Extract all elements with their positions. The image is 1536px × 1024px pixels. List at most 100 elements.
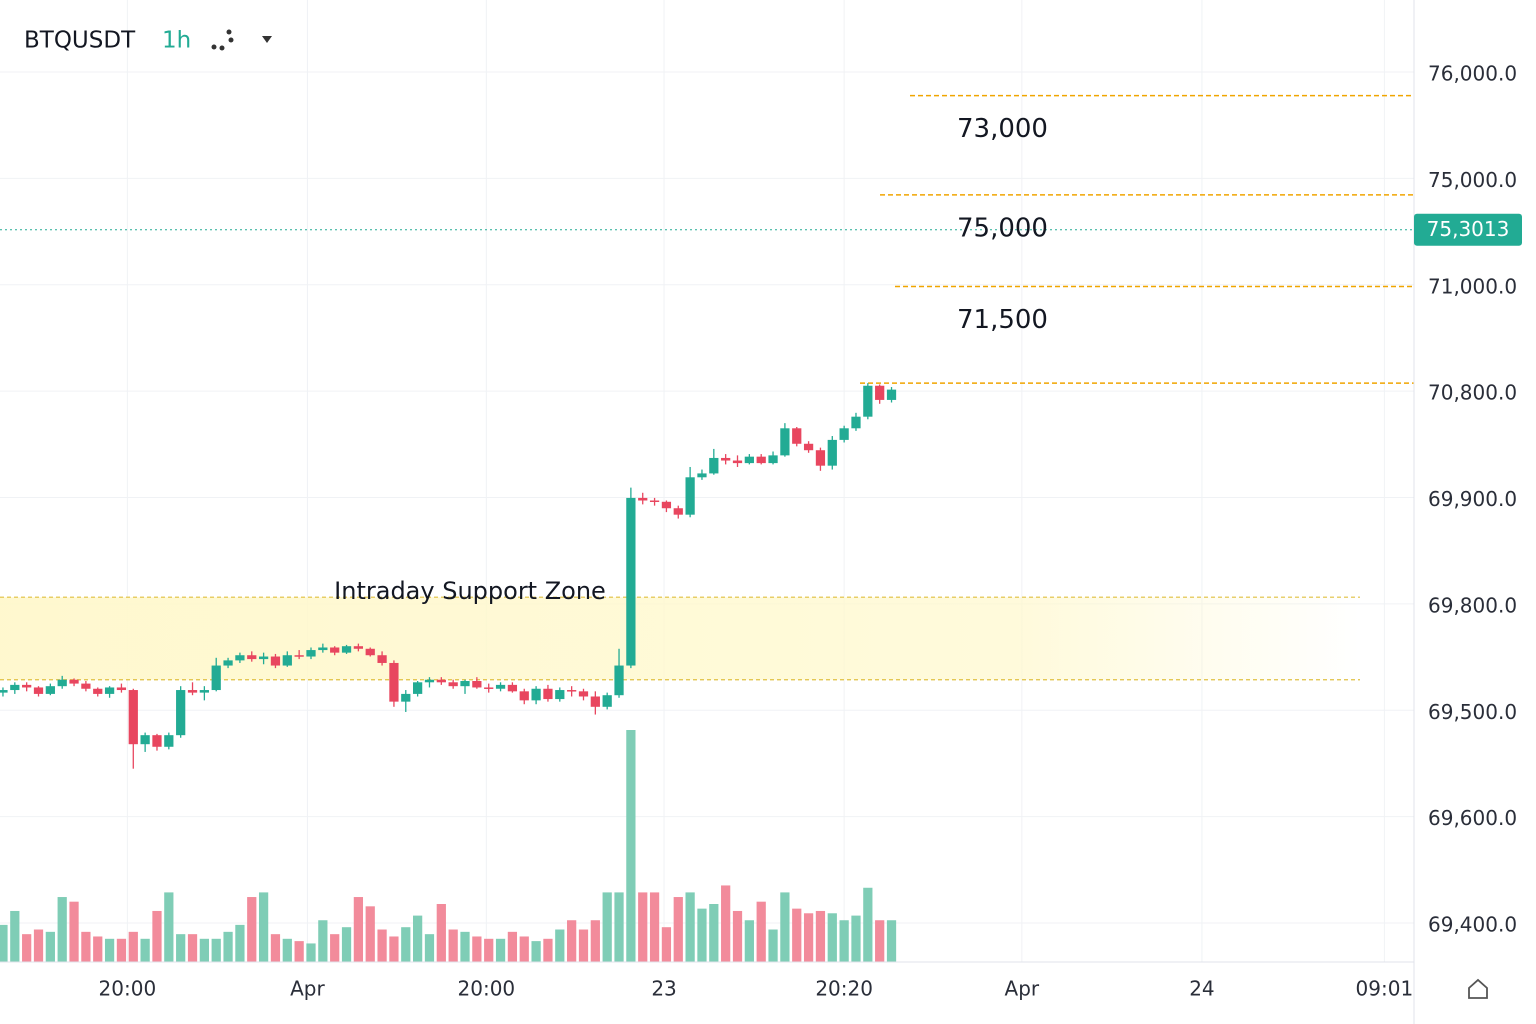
y-tick-label: 75,000.0 — [1428, 168, 1517, 192]
x-tick-label: Apr — [290, 977, 325, 1001]
volume-bar — [377, 929, 387, 962]
candle-body — [567, 690, 577, 692]
volume-bar — [104, 938, 115, 962]
volume-bar — [306, 943, 316, 962]
volume-bar — [436, 904, 446, 962]
home-button[interactable] — [1468, 978, 1488, 999]
candle-body — [732, 460, 743, 464]
volume-bar — [827, 913, 837, 962]
volume-bar — [519, 936, 529, 962]
candle-body — [247, 655, 257, 660]
candle-body — [507, 684, 518, 692]
volume-bar — [792, 908, 802, 962]
candle-body — [199, 690, 209, 693]
support-zone — [0, 597, 1360, 680]
volume-bar — [22, 934, 32, 962]
volume-bar — [424, 934, 435, 962]
y-tick-label: 69,900.0 — [1428, 487, 1517, 511]
volume-bar — [211, 938, 221, 962]
volume-bar — [661, 927, 672, 962]
candle-body — [863, 385, 873, 417]
volume-bar — [673, 897, 683, 962]
current-price-badge — [1414, 213, 1522, 246]
volume-bar — [187, 934, 198, 962]
candle-body — [116, 687, 127, 691]
candle-body — [424, 679, 435, 683]
y-tick-label: 69,500.0 — [1428, 700, 1517, 724]
loading-icon — [211, 29, 234, 51]
candle-body — [815, 450, 826, 466]
volume-bar — [815, 910, 826, 962]
volume-bar — [0, 924, 8, 962]
candle-body — [93, 688, 103, 694]
candle-body — [543, 688, 553, 700]
volume-bar — [164, 892, 174, 962]
candle-body — [353, 646, 364, 649]
volume-bar — [555, 929, 565, 962]
x-tick-label: 20:20 — [815, 977, 873, 1001]
candle-body — [152, 735, 162, 747]
candle-body — [780, 428, 790, 456]
y-tick-label: 69,800.0 — [1428, 593, 1517, 617]
volume-bar — [886, 920, 897, 962]
x-tick-label: 24 — [1189, 977, 1214, 1001]
volume-bar — [413, 915, 423, 962]
volume-bar — [330, 934, 340, 962]
volume-bar — [685, 892, 695, 962]
volume-bar — [460, 931, 470, 962]
dropdown-arrow[interactable] — [262, 36, 272, 43]
volume-bar — [614, 892, 624, 962]
candle-body — [578, 691, 589, 697]
candle-body — [187, 690, 198, 693]
candle-body — [555, 690, 565, 700]
candle-body — [22, 684, 32, 688]
volume-bar — [649, 892, 660, 962]
candle-body — [673, 508, 683, 515]
volume-bar — [851, 915, 861, 962]
volume-bar — [602, 892, 612, 962]
candle-body — [590, 696, 600, 707]
volume-bar — [389, 936, 399, 962]
candle-body — [495, 684, 506, 689]
volume-bar — [780, 892, 790, 962]
candle-body — [851, 416, 861, 429]
candle-body — [401, 693, 411, 702]
volume-bar — [235, 924, 245, 962]
volume-bar — [543, 938, 553, 962]
candle-body — [294, 655, 304, 657]
volume-bar — [282, 938, 292, 962]
volume-bar — [507, 931, 518, 962]
volume-bar — [365, 906, 375, 962]
candle-body — [140, 735, 150, 745]
volume-bar — [756, 901, 766, 962]
volume-bar — [270, 934, 281, 962]
volume-bar — [318, 920, 328, 962]
x-tick-label: 09:01 — [1356, 977, 1414, 1001]
volume-bar — [744, 920, 754, 962]
candle-body — [460, 681, 470, 687]
volume-bar — [863, 887, 873, 962]
x-tick-label: 20:00 — [458, 977, 516, 1001]
volume-bar — [45, 931, 55, 962]
candle-body — [365, 648, 375, 656]
volume-bar — [875, 920, 885, 962]
candle-body — [721, 457, 731, 461]
candle-body — [223, 660, 233, 666]
volume-bar — [199, 938, 209, 962]
volume-bar — [401, 927, 411, 962]
candle-body — [472, 681, 482, 688]
current-price-label: 75,3013 — [1427, 217, 1510, 241]
volume-bar — [10, 910, 20, 962]
volume-bar — [531, 941, 541, 962]
volume-bar — [495, 938, 506, 962]
symbol[interactable]: BTQUSDT — [24, 28, 136, 54]
candle-body — [0, 690, 8, 693]
candle-body — [211, 665, 221, 691]
candle-body — [697, 473, 707, 478]
volume-bar — [590, 920, 600, 962]
candle-body — [875, 385, 885, 400]
interval[interactable]: 1h — [162, 28, 191, 54]
volume-bar — [578, 929, 589, 962]
y-tick-label: 71,000.0 — [1428, 274, 1517, 298]
